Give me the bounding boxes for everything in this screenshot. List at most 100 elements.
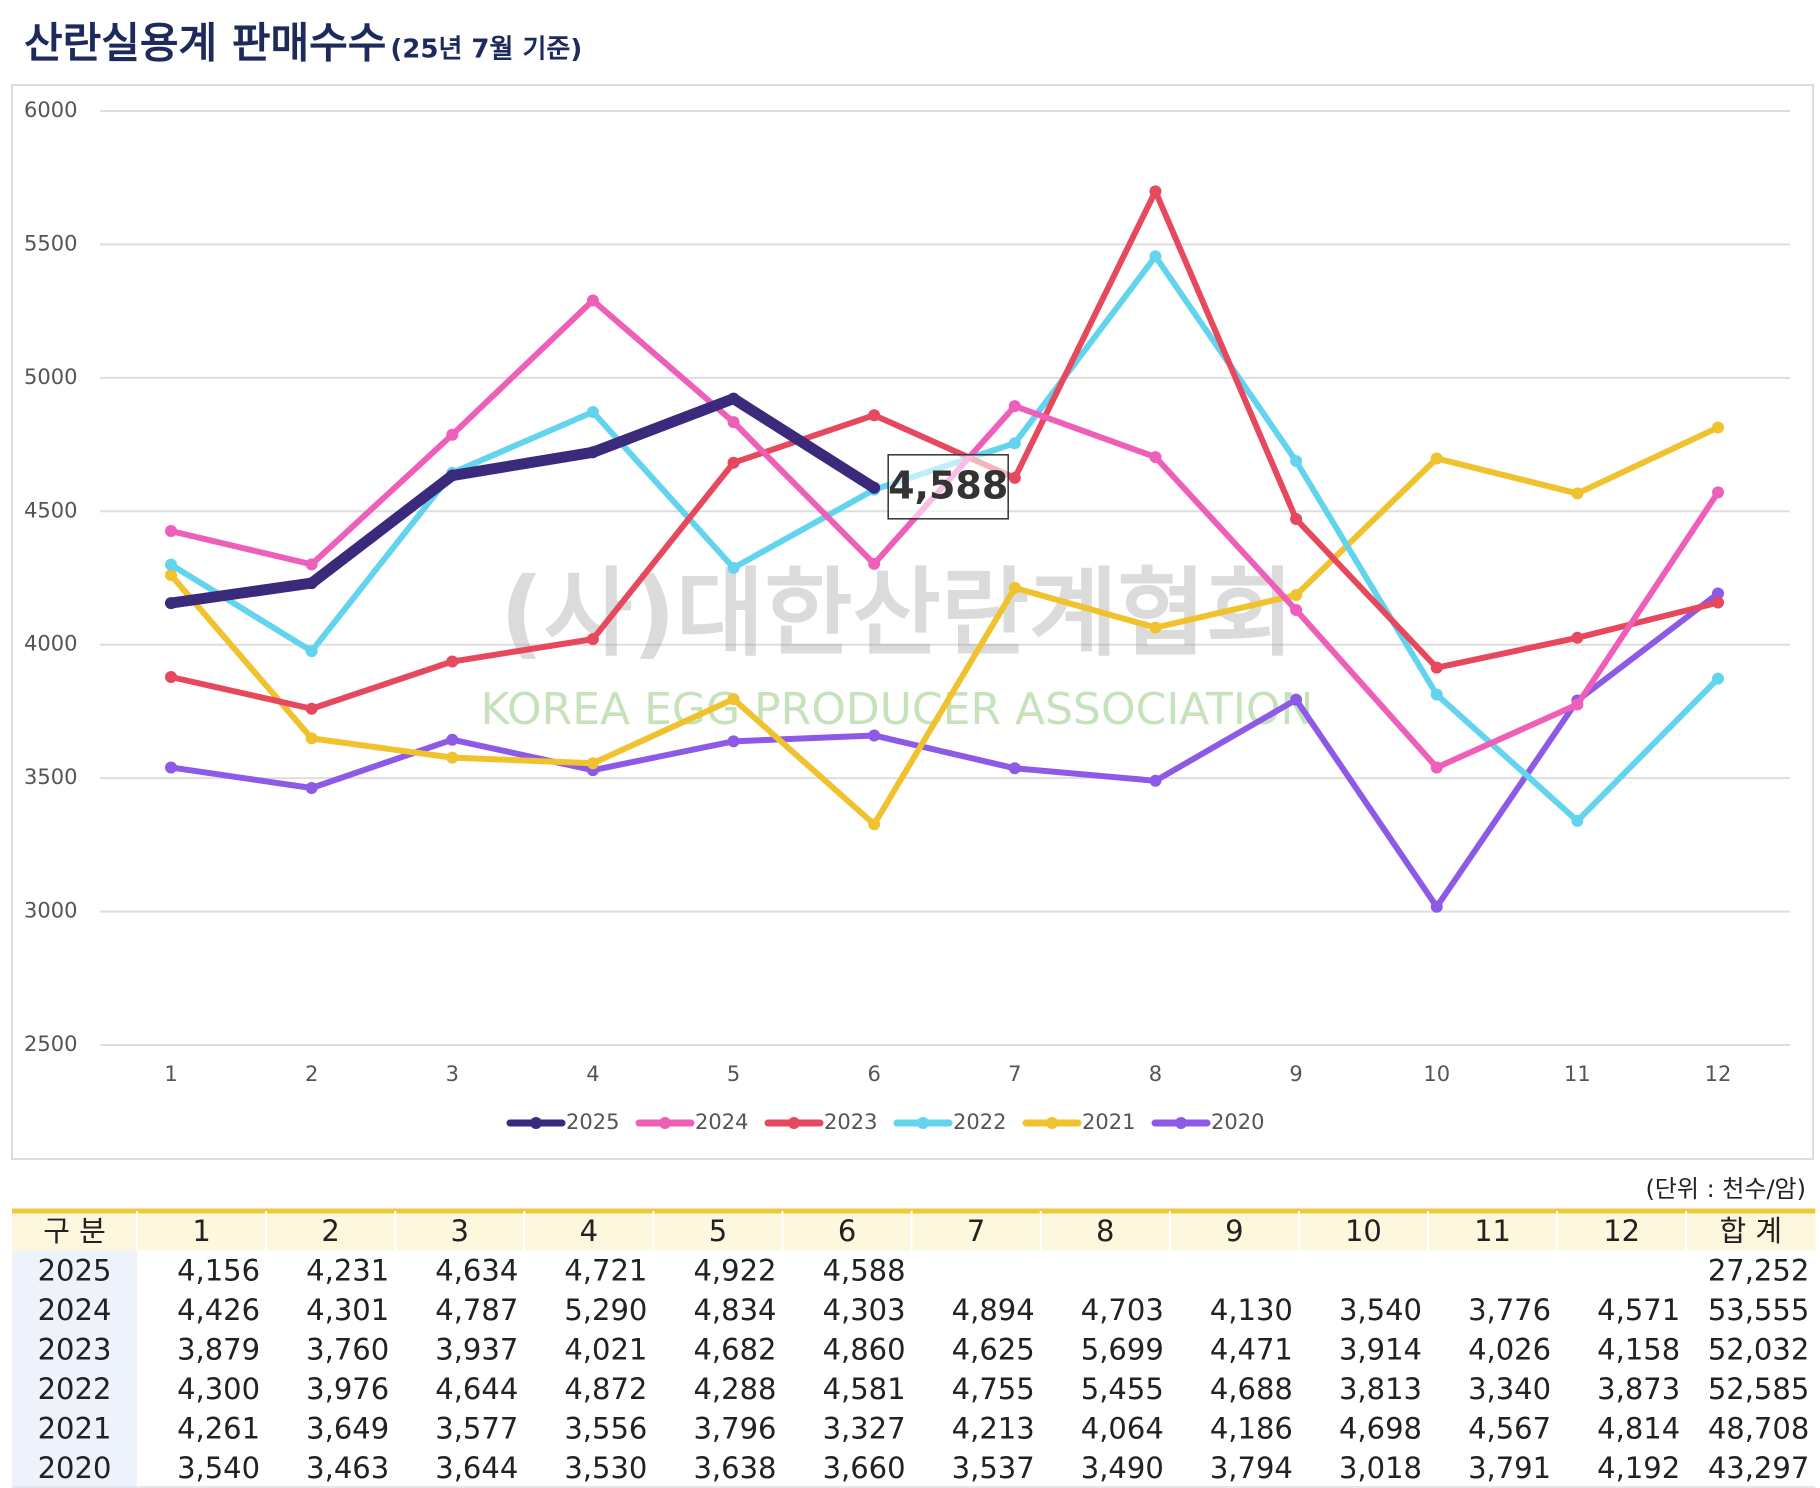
point xyxy=(1008,581,1021,594)
unit-label: (단위 : 천수/암) xyxy=(1645,1175,1806,1203)
table-total: 52,032 xyxy=(1708,1332,1809,1366)
table-cell: 4,814 xyxy=(1597,1411,1680,1445)
table-cell: 4,021 xyxy=(564,1332,647,1366)
x-tick-label: 8 xyxy=(1149,1062,1162,1086)
point xyxy=(165,525,177,538)
x-tick-label: 4 xyxy=(586,1062,599,1086)
legend-label: 2020 xyxy=(1211,1110,1264,1134)
table-cell: 3,463 xyxy=(306,1451,389,1485)
table-cell: 3,914 xyxy=(1339,1332,1422,1366)
table-cell: 3,540 xyxy=(177,1451,260,1485)
point xyxy=(305,558,318,571)
table-cell: 4,860 xyxy=(823,1332,906,1366)
table-cell: 4,303 xyxy=(823,1293,906,1327)
x-tick-label: 10 xyxy=(1423,1062,1450,1086)
table-total: 27,252 xyxy=(1708,1253,1809,1287)
table-cell: 4,300 xyxy=(177,1372,260,1406)
point xyxy=(1149,451,1162,464)
y-tick-label: 4000 xyxy=(24,632,77,656)
point xyxy=(1430,688,1443,701)
table-cell: 4,567 xyxy=(1468,1411,1551,1445)
table-header: 12 xyxy=(1603,1214,1640,1248)
chart-subtitle: (25년 7월 기준) xyxy=(390,35,582,65)
series-line xyxy=(165,393,880,609)
point xyxy=(1290,589,1303,602)
table-cell: 3,638 xyxy=(693,1451,776,1485)
legend-label: 2022 xyxy=(953,1110,1006,1134)
x-tick-label: 11 xyxy=(1564,1062,1591,1086)
legend-dot xyxy=(917,1117,929,1129)
point xyxy=(586,294,599,307)
point xyxy=(305,577,318,590)
point xyxy=(1430,452,1443,465)
table-total: 43,297 xyxy=(1708,1451,1809,1485)
point xyxy=(727,735,740,748)
table-cell: 3,813 xyxy=(1339,1372,1422,1406)
point xyxy=(1712,486,1724,499)
table-cell: 3,018 xyxy=(1339,1451,1422,1485)
point xyxy=(1008,762,1021,775)
table-cell: 4,192 xyxy=(1597,1451,1680,1485)
point xyxy=(586,446,599,459)
table-cell: 4,922 xyxy=(693,1253,776,1287)
table-cell: 3,879 xyxy=(177,1332,260,1366)
point xyxy=(868,481,881,494)
table-total: 48,708 xyxy=(1708,1411,1809,1445)
point xyxy=(586,757,599,770)
table-header: 5 xyxy=(709,1214,727,1248)
y-tick-label: 6000 xyxy=(24,98,77,122)
point xyxy=(305,702,318,715)
table-cell: 4,064 xyxy=(1081,1411,1164,1445)
y-tick-label: 3000 xyxy=(24,899,77,923)
point xyxy=(305,732,318,745)
table-cell: 4,688 xyxy=(1210,1372,1293,1406)
point xyxy=(165,569,177,582)
series-line xyxy=(168,188,1721,712)
point xyxy=(868,818,881,831)
x-tick-label: 6 xyxy=(867,1062,880,1086)
table-cell: 3,340 xyxy=(1468,1372,1551,1406)
table-cell: 4,026 xyxy=(1468,1332,1551,1366)
point xyxy=(868,729,881,742)
point xyxy=(1008,471,1021,484)
table-cell: 4,186 xyxy=(1210,1411,1293,1445)
table-cell: 3,327 xyxy=(823,1411,906,1445)
legend-label: 2021 xyxy=(1082,1110,1135,1134)
point xyxy=(165,671,177,684)
row-label: 2024 xyxy=(38,1293,112,1327)
point xyxy=(446,733,459,746)
table-cell: 4,301 xyxy=(306,1293,389,1327)
point xyxy=(446,655,459,668)
legend-dot xyxy=(530,1117,542,1129)
legend-dot xyxy=(1175,1117,1187,1129)
x-tick-label: 5 xyxy=(727,1062,740,1086)
point xyxy=(446,751,459,764)
table-cell: 4,261 xyxy=(177,1411,260,1445)
point xyxy=(305,782,318,795)
table-cell: 3,537 xyxy=(952,1451,1035,1485)
row-label-bg xyxy=(12,1448,137,1488)
point xyxy=(446,469,459,482)
row-label-bg xyxy=(12,1290,137,1330)
point xyxy=(1149,185,1162,198)
point xyxy=(1290,604,1303,617)
row-label: 2022 xyxy=(38,1372,112,1406)
point xyxy=(165,761,177,774)
table-cell: 4,426 xyxy=(177,1293,260,1327)
legend-dot xyxy=(788,1117,800,1129)
table-header: 4 xyxy=(580,1214,598,1248)
row-label: 2021 xyxy=(38,1411,112,1445)
point xyxy=(1571,698,1584,711)
row-label: 2020 xyxy=(38,1451,112,1485)
point xyxy=(1712,672,1724,685)
point xyxy=(1712,587,1724,600)
table-total: 53,555 xyxy=(1708,1293,1809,1327)
watermark: KOREA EGG PRODUCER ASSOCIATION xyxy=(481,684,1314,735)
table-cell: 4,721 xyxy=(564,1253,647,1287)
y-tick-label: 5000 xyxy=(24,365,77,389)
legend-dot xyxy=(659,1117,671,1129)
point xyxy=(1430,761,1443,774)
point xyxy=(1571,814,1584,827)
